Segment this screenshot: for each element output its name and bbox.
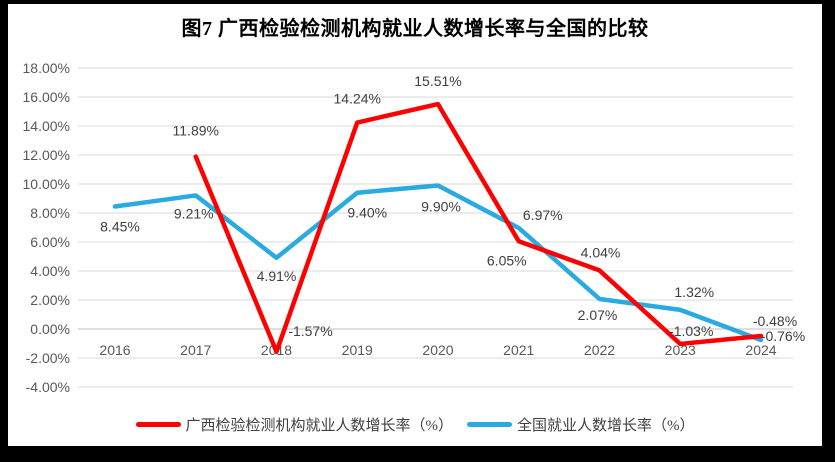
data-label-series-0: 15.51% [414,73,461,89]
data-label-series-0: -1.57% [288,323,332,339]
x-axis-tick-label: 2024 [745,342,776,358]
data-label-series-1: 9.90% [421,198,461,214]
y-axis-tick-label: 6.00% [30,234,70,250]
x-axis-tick-label: 2016 [99,342,130,358]
data-label-series-0: -0.48% [753,313,797,329]
y-axis-tick-label: 12.00% [23,147,70,163]
data-labels: 11.89% -1.57% 14.24% 15.51% 6.05% 4.04% -1.03%… [100,73,805,344]
data-label-series-1: -0.76% [761,328,805,344]
gridlines [78,67,793,388]
x-axis-tick-label: 2022 [584,342,615,358]
legend-line-swatch-1 [467,421,512,427]
x-axis-tick-label: 2019 [342,342,373,358]
series-lines [112,101,764,355]
y-axis-tick-label: 0.00% [30,321,70,337]
chart-title: 图7 广西检验检测机构就业人数增长率与全国的比较 [181,18,649,40]
series-line-0 [193,101,764,355]
legend-label-0: 广西检验检测机构就业人数增长率（%） [185,417,454,434]
legend-line-swatch-0 [135,421,181,427]
y-axis-tick-label: 14.00% [23,118,70,134]
x-axis-tick-label: 2021 [503,342,534,358]
data-label-series-0: 11.89% [173,123,219,139]
y-axis-tick-label: -2.00% [26,350,70,366]
chart-panel: 图7 广西检验检测机构就业人数增长率与全国的比较 18.00% 16.00% 14.… [8,4,822,446]
data-label-series-1: 1.32% [674,284,714,300]
data-label-series-1: 9.40% [347,205,387,221]
x-axis-tick-labels: 2016 2017 2018 2019 2020 2021 2022 2023 2024 [99,342,776,358]
y-axis-tick-label: -4.00% [26,379,70,395]
legend-item-1: 全国就业人数增长率（%） [467,414,695,435]
y-axis-tick-label: 2.00% [30,292,70,308]
x-axis-tick-label: 2020 [422,342,453,358]
data-label-series-1: 8.45% [100,218,140,234]
data-label-series-0: 4.04% [581,244,621,260]
data-label-series-0: 6.05% [487,252,527,268]
line-chart-plot-area: 18.00% 16.00% 14.00% 12.00% 10.00% 8.00% 6.00%… [23,60,806,395]
y-axis-tick-labels: 18.00% 16.00% 14.00% 12.00% 10.00% 8.00% 6.00%… [23,60,70,395]
y-axis-tick-label: 10.00% [23,176,70,192]
y-axis-tick-label: 8.00% [30,205,70,221]
y-axis-tick-label: 4.00% [30,263,70,279]
y-axis-tick-label: 18.00% [23,60,70,76]
chart-legend: 广西检验检测机构就业人数增长率（%） 全国就业人数增长率（%） [8,413,822,435]
legend-label-1: 全国就业人数增长率（%） [517,417,695,434]
data-label-series-1: 2.07% [578,307,618,323]
data-label-series-0: 14.24% [334,91,381,107]
legend-item-0: 广西检验检测机构就业人数增长率（%） [135,414,454,435]
data-label-series-1: 4.91% [257,268,297,284]
data-label-series-1: 9.21% [174,205,214,221]
x-axis-tick-label: 2023 [665,342,696,358]
data-label-series-0: -1.03% [669,323,713,339]
x-axis-tick-label: 2017 [180,342,211,358]
y-axis-tick-label: 16.00% [23,89,70,105]
data-label-series-1: 6.97% [523,207,563,223]
